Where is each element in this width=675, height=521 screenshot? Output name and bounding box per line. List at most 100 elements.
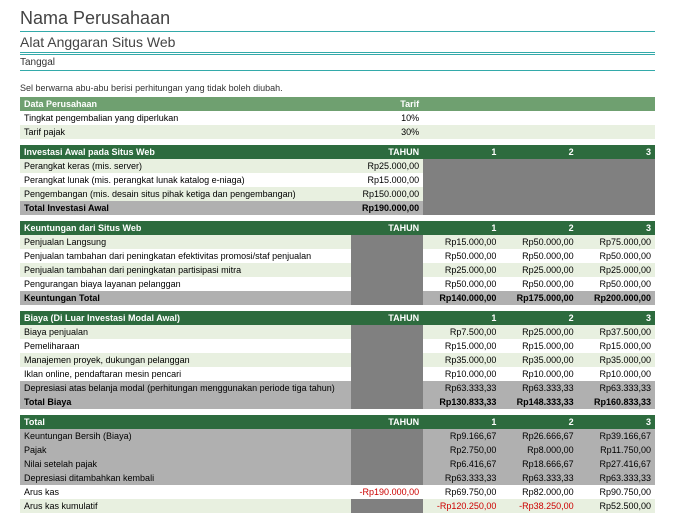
row-val: Rp25.000,00 [500,263,577,277]
row-val: Rp25.000,00 [351,159,423,173]
cumulative-v3: Rp52.500,00 [578,499,655,513]
total-investment-val: Rp190.000,00 [351,201,423,215]
section-totals: Total [20,415,351,429]
row-val: Rp63.333,33 [500,381,577,395]
row-val: Rp50.000,00 [578,249,655,263]
row-label: Manajemen proyek, dukungan pelanggan [20,353,351,367]
row-label: Pajak [20,443,351,457]
row-label: Pengurangan biaya layanan pelanggan [20,277,351,291]
row-val: Rp63.333,33 [423,471,500,485]
row-val: Rp35.000,00 [578,353,655,367]
row-val: Rp50.000,00 [500,235,577,249]
total-costs-label: Total Biaya [20,395,351,409]
tahun-header: TAHUN [351,311,423,325]
total-benefits-label: Keuntungan Total [20,291,351,305]
budget-table: Data Perusahaan Tarif Tingkat pengembali… [20,97,655,513]
section-costs: Biaya (Di Luar Investasi Modal Awal) [20,311,351,325]
year-2: 2 [500,415,577,429]
row-val: Rp50.000,00 [500,249,577,263]
row-val: Rp26.666,67 [500,429,577,443]
row-val: Rp63.333,33 [578,381,655,395]
row-val: Rp18.666,67 [500,457,577,471]
section-company-data: Data Perusahaan [20,97,351,111]
year-1: 1 [423,415,500,429]
row-label: Iklan online, pendaftaran mesin pencari [20,367,351,381]
row-val: Rp15.000,00 [423,339,500,353]
total-val: Rp160.833,33 [578,395,655,409]
row-val: Rp15.000,00 [578,339,655,353]
calc-note: Sel berwarna abu-abu berisi perhitungan … [20,83,655,93]
row-label: Penjualan Langsung [20,235,351,249]
row-val: Rp25.000,00 [500,325,577,339]
tahun-header: TAHUN [351,145,423,159]
row-val: Rp63.333,33 [423,381,500,395]
row-label: Tingkat pengembalian yang diperlukan [20,111,351,125]
row-val: Rp50.000,00 [423,249,500,263]
total-investment-label: Total Investasi Awal [20,201,351,215]
total-val: Rp200.000,00 [578,291,655,305]
row-val: Rp50.000,00 [500,277,577,291]
section-benefits: Keuntungan dari Situs Web [20,221,351,235]
year-3: 3 [578,415,655,429]
row-label: Depresiasi atas belanja modal (perhitung… [20,381,351,395]
cumulative-label: Arus kas kumulatif [20,499,351,513]
row-val: Rp25.000,00 [423,263,500,277]
row-val: Rp6.416,67 [423,457,500,471]
tarif-header: Tarif [351,97,423,111]
year-1: 1 [423,221,500,235]
total-val: Rp148.333,33 [500,395,577,409]
row-val: Rp35.000,00 [423,353,500,367]
row-label: Biaya penjualan [20,325,351,339]
year-2: 2 [500,145,577,159]
total-val: Rp140.000,00 [423,291,500,305]
row-val: Rp2.750,00 [423,443,500,457]
row-val: Rp39.166,67 [578,429,655,443]
row-val: Rp75.000,00 [578,235,655,249]
row-label: Penjualan tambahan dari peningkatan efek… [20,249,351,263]
row-val: Rp63.333,33 [578,471,655,485]
cashflow-v2: Rp82.000,00 [500,485,577,499]
row-label: Nilai setelah pajak [20,457,351,471]
cashflow-v3: Rp90.750,00 [578,485,655,499]
row-val: Rp10.000,00 [578,367,655,381]
row-val: Rp15.000,00 [423,235,500,249]
tahun-header: TAHUN [351,415,423,429]
row-val: Rp25.000,00 [578,263,655,277]
company-title: Nama Perusahaan [20,8,655,29]
row-val: Rp35.000,00 [500,353,577,367]
total-val: Rp130.833,33 [423,395,500,409]
cumulative-v1: -Rp120.250,00 [423,499,500,513]
row-label: Tarif pajak [20,125,351,139]
row-val: Rp15.000,00 [351,173,423,187]
cashflow-v0: -Rp190.000,00 [351,485,423,499]
cumulative-v2: -Rp38.250,00 [500,499,577,513]
year-3: 3 [578,221,655,235]
row-val: Rp50.000,00 [578,277,655,291]
row-val: Rp37.500,00 [578,325,655,339]
row-val: Rp150.000,00 [351,187,423,201]
row-val: Rp27.416,67 [578,457,655,471]
cashflow-label: Arus kas [20,485,351,499]
row-val: Rp10.000,00 [500,367,577,381]
tahun-header: TAHUN [351,221,423,235]
row-val: Rp63.333,33 [500,471,577,485]
cashflow-v1: Rp69.750,00 [423,485,500,499]
year-2: 2 [500,311,577,325]
year-3: 3 [578,311,655,325]
row-label: Depresiasi ditambahkan kembali [20,471,351,485]
row-label: Perangkat keras (mis. server) [20,159,351,173]
row-val: Rp8.000,00 [500,443,577,457]
row-label: Keuntungan Bersih (Biaya) [20,429,351,443]
row-val: 30% [351,125,423,139]
row-val: Rp10.000,00 [423,367,500,381]
section-investment: Investasi Awal pada Situs Web [20,145,351,159]
row-val: Rp11.750,00 [578,443,655,457]
row-label: Pemeliharaan [20,339,351,353]
row-label: Pengembangan (mis. desain situs pihak ke… [20,187,351,201]
row-label: Perangkat lunak (mis. perangkat lunak ka… [20,173,351,187]
year-3: 3 [578,145,655,159]
row-val: Rp9.166,67 [423,429,500,443]
year-1: 1 [423,311,500,325]
total-val: Rp175.000,00 [500,291,577,305]
date-label: Tanggal [20,54,655,71]
